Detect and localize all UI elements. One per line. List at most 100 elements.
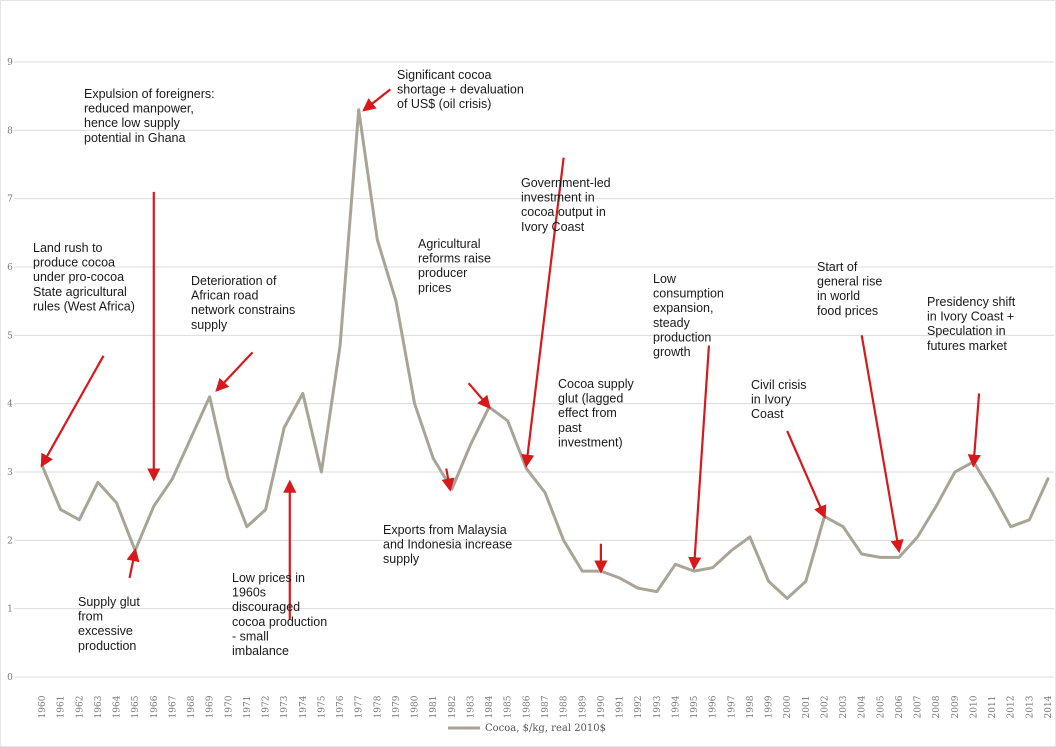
- legend-label: Cocoa, $/kg, real 2010$: [485, 723, 606, 734]
- x-tick-label: 1975: [317, 695, 327, 718]
- data-point: [655, 590, 658, 593]
- x-tick-label: 1961: [57, 696, 67, 719]
- x-tick-label: 2011: [988, 696, 998, 719]
- annotation-arrows: [40, 88, 981, 619]
- annotation-arrow: [688, 345, 711, 571]
- data-point: [636, 586, 640, 590]
- x-tick-label: 1981: [429, 696, 439, 719]
- data-point: [916, 535, 919, 539]
- y-tick-label: 5: [7, 331, 13, 341]
- data-point: [525, 467, 528, 470]
- y-tick-label: 7: [7, 195, 13, 205]
- annotation-text: Start of general rise in world food prices: [817, 260, 882, 318]
- data-point: [897, 556, 901, 559]
- data-point: [990, 491, 994, 494]
- x-tick-label: 1995: [690, 695, 700, 718]
- x-tick-label: 1976: [336, 695, 346, 718]
- annotation-arrow: [40, 355, 105, 468]
- annotation-text: Civil crisis in Ivory Coast: [751, 378, 807, 421]
- data-point: [450, 487, 454, 491]
- data-point: [860, 552, 863, 556]
- x-tick-label: 2014: [1044, 695, 1054, 718]
- annotation-text: Expulsion of foreigners: reduced manpower…: [84, 87, 215, 145]
- data-point: [748, 535, 752, 539]
- x-tick-label: 1960: [38, 695, 48, 718]
- annotation-arrow: [126, 547, 140, 579]
- annotation-arrow: [362, 88, 392, 112]
- annotation-arrow: [215, 351, 254, 392]
- annotation-text: Land rush to produce cocoa under pro-cocoa…: [33, 241, 135, 313]
- x-tick-label: 1988: [560, 695, 570, 718]
- annotation-arrow: [967, 393, 981, 468]
- data-point: [841, 525, 845, 528]
- data-point: [581, 569, 584, 573]
- annotation-text: Significant cocoa shortage + devaluation o…: [397, 68, 524, 111]
- y-axis-ticks: 0 1 2 3 4 5 6 7 8 9: [7, 58, 13, 683]
- data-point: [469, 443, 472, 446]
- data-point: [413, 402, 416, 405]
- data-point: [301, 392, 305, 395]
- x-tick-label: 1966: [150, 695, 160, 718]
- x-tick-label: 2005: [876, 695, 886, 718]
- x-tick-label: 1978: [373, 695, 383, 718]
- data-point: [338, 344, 342, 347]
- annotation-text: Cocoa supply glut (lagged effect from past i…: [558, 377, 634, 449]
- data-point: [785, 597, 789, 600]
- data-point: [674, 563, 677, 566]
- x-tick-label: 1974: [299, 695, 309, 718]
- data-point: [432, 457, 435, 460]
- gridlines: [14, 61, 1054, 678]
- x-tick-label: 1987: [541, 695, 551, 718]
- y-tick-label: 9: [7, 58, 13, 68]
- annotation-arrow: [441, 468, 455, 492]
- data-point: [282, 426, 286, 429]
- data-point: [1028, 518, 1031, 522]
- x-tick-label: 1977: [355, 695, 365, 718]
- y-tick-label: 4: [7, 400, 13, 410]
- x-tick-label: 1969: [206, 695, 216, 718]
- data-point: [562, 539, 565, 542]
- x-tick-label: 1963: [94, 695, 104, 718]
- x-tick-label: 1996: [709, 695, 719, 718]
- x-tick-label: 1989: [578, 695, 588, 718]
- x-tick-label: 1994: [671, 695, 681, 718]
- x-tick-label: 1999: [765, 695, 775, 718]
- annotation-text: Low prices in 1960s discouraged cocoa produ…: [232, 571, 327, 658]
- x-tick-label: 1998: [746, 695, 756, 718]
- x-axis-ticks: 1960 1961 1962 1963 1964 1965 1966 1967 1968 1969…: [38, 695, 1054, 718]
- x-tick-label: 2013: [1025, 695, 1035, 718]
- data-point: [320, 470, 323, 474]
- data-point: [618, 576, 621, 580]
- data-point: [227, 477, 230, 481]
- x-tick-label: 2008: [932, 695, 942, 718]
- data-point: [152, 504, 155, 508]
- x-tick-label: 1972: [262, 696, 272, 719]
- x-tick-label: 1982: [448, 696, 458, 719]
- x-tick-label: 2004: [858, 695, 868, 718]
- data-point: [506, 419, 509, 422]
- data-point: [879, 556, 882, 559]
- x-tick-label: 1993: [653, 695, 663, 718]
- x-tick-label: 2001: [802, 696, 812, 719]
- data-point: [804, 580, 808, 583]
- x-tick-label: 1992: [634, 696, 644, 719]
- data-point: [171, 477, 174, 481]
- x-tick-label: 1970: [224, 695, 234, 718]
- x-tick-label: 1985: [504, 695, 514, 718]
- y-tick-label: 3: [7, 468, 13, 478]
- x-tick-label: 1967: [168, 695, 178, 718]
- data-point: [767, 580, 770, 583]
- data-point: [189, 436, 193, 440]
- annotation-arrow: [521, 157, 565, 468]
- x-tick-label: 1980: [411, 695, 421, 718]
- data-point: [935, 504, 938, 508]
- annotation-text: Exports from Malaysia and Indonesia incre…: [383, 523, 512, 566]
- x-tick-label: 1979: [392, 695, 402, 718]
- y-tick-label: 2: [7, 536, 13, 546]
- x-tick-label: 2010: [969, 695, 979, 718]
- x-tick-label: 2006: [895, 695, 905, 718]
- annotation-text: Government-led investment in cocoa output …: [521, 176, 611, 234]
- data-point: [245, 525, 249, 528]
- annotation-arrow: [786, 430, 827, 519]
